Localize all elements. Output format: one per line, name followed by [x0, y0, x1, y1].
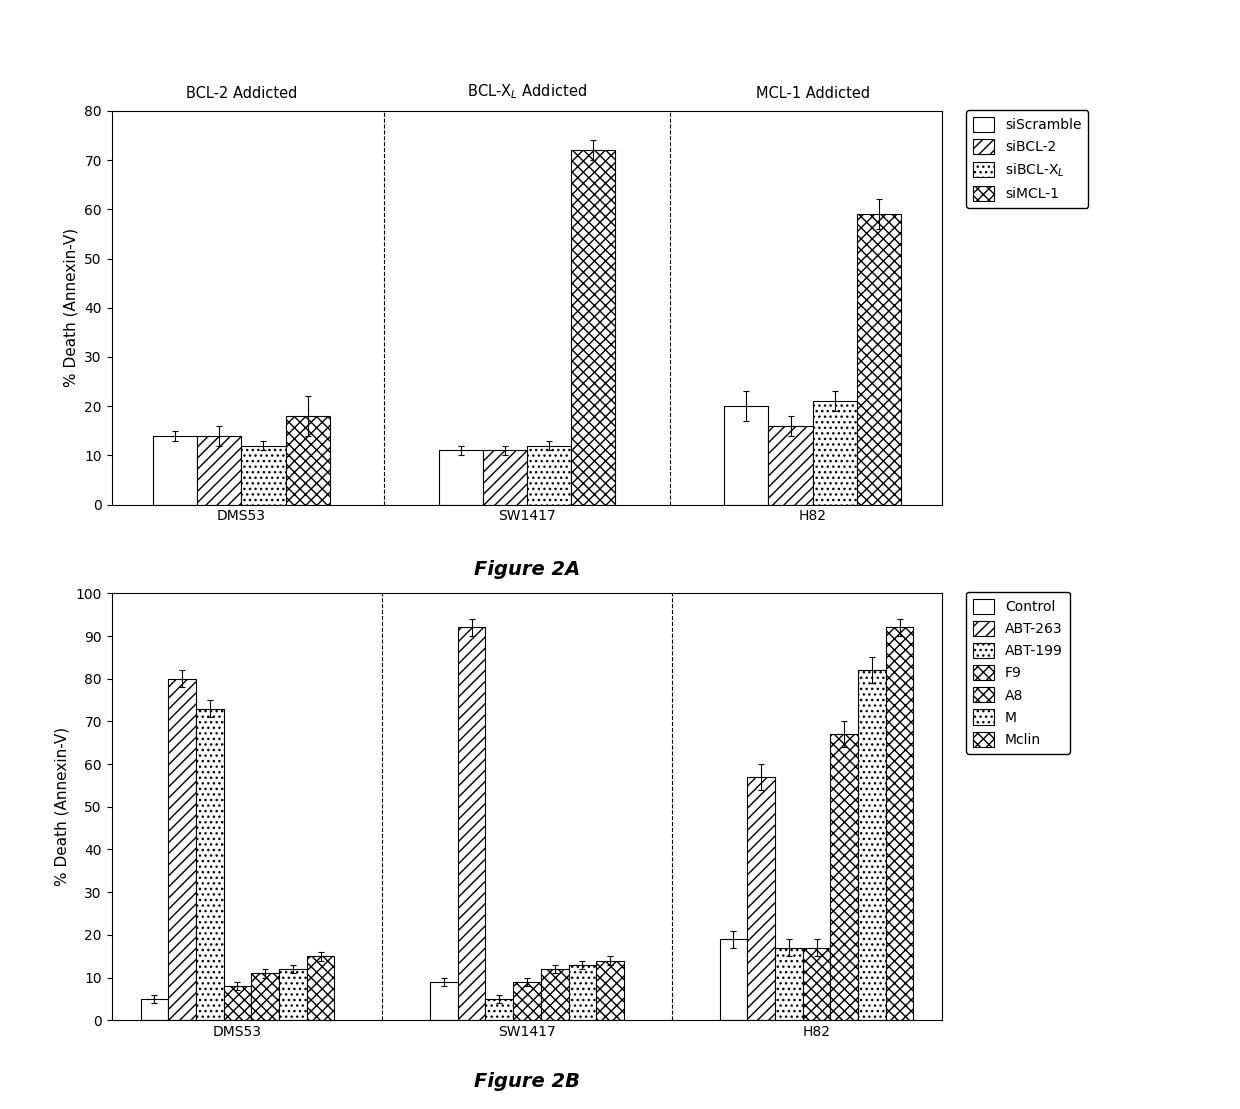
- Bar: [242, 446, 285, 505]
- Bar: [775, 948, 802, 1020]
- Bar: [439, 450, 482, 505]
- Y-axis label: % Death (Annexin-V): % Death (Annexin-V): [63, 228, 78, 387]
- Bar: [831, 734, 858, 1020]
- Bar: [430, 981, 458, 1020]
- Bar: [196, 709, 223, 1020]
- Bar: [285, 416, 330, 505]
- Bar: [252, 974, 279, 1020]
- Text: Figure 2A: Figure 2A: [474, 560, 580, 579]
- Bar: [596, 960, 624, 1020]
- Bar: [513, 981, 541, 1020]
- Bar: [802, 948, 831, 1020]
- Text: BCL-2 Addicted: BCL-2 Addicted: [186, 87, 298, 101]
- Text: Figure 2B: Figure 2B: [474, 1071, 580, 1090]
- Legend: Control, ABT-263, ABT-199, F9, A8, M, Mclin: Control, ABT-263, ABT-199, F9, A8, M, Mc…: [966, 592, 1070, 754]
- Bar: [223, 986, 252, 1020]
- Bar: [527, 446, 572, 505]
- Bar: [306, 956, 335, 1020]
- Bar: [572, 150, 615, 505]
- Bar: [812, 401, 857, 505]
- Bar: [719, 939, 748, 1020]
- Bar: [858, 670, 885, 1020]
- Legend: siScramble, siBCL-2, siBCL-X$_L$, siMCL-1: siScramble, siBCL-2, siBCL-X$_L$, siMCL-…: [966, 110, 1089, 207]
- Bar: [279, 969, 306, 1020]
- Bar: [169, 679, 196, 1020]
- Bar: [482, 450, 527, 505]
- Bar: [197, 436, 242, 505]
- Text: MCL-1 Addicted: MCL-1 Addicted: [755, 87, 869, 101]
- Bar: [568, 965, 596, 1020]
- Bar: [748, 777, 775, 1020]
- Text: BCL-X$_L$ Addicted: BCL-X$_L$ Addicted: [467, 82, 587, 101]
- Bar: [885, 628, 914, 1020]
- Bar: [541, 969, 569, 1020]
- Bar: [140, 999, 169, 1020]
- Y-axis label: % Death (Annexin-V): % Death (Annexin-V): [55, 728, 69, 886]
- Bar: [458, 628, 485, 1020]
- Bar: [769, 426, 812, 505]
- Bar: [724, 406, 769, 505]
- Bar: [485, 999, 513, 1020]
- Bar: [857, 214, 900, 505]
- Bar: [153, 436, 197, 505]
